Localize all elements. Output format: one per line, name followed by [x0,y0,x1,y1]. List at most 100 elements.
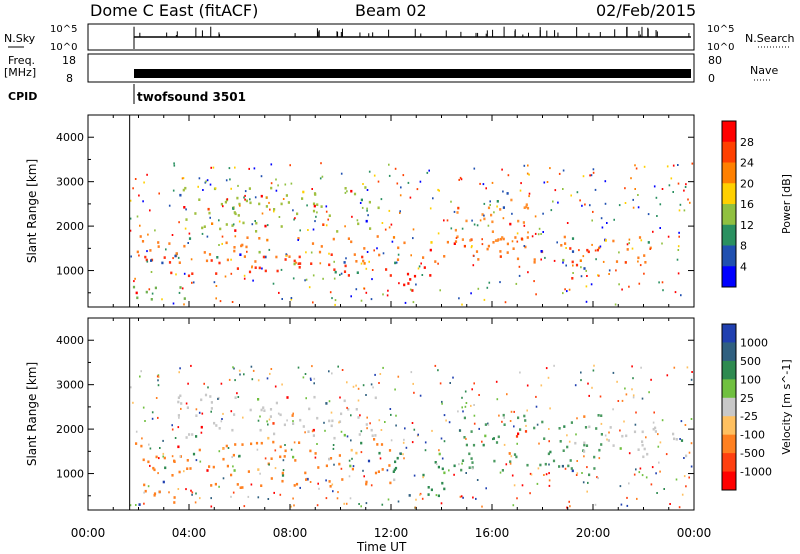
heatmap-cell [220,382,223,385]
heatmap-cell [215,297,217,300]
heatmap-cell [290,297,293,299]
heatmap-cell [676,258,679,261]
heatmap-cell [536,423,539,426]
heatmap-cell [512,247,515,250]
heatmap-cell [243,255,246,258]
heatmap-cell [583,267,586,270]
heatmap-cell [346,190,348,193]
heatmap-cell [572,264,574,267]
heatmap-cell [299,229,301,232]
heatmap-cell [365,267,368,270]
heatmap-cell [264,269,267,273]
heatmap-cell [618,251,620,254]
heatmap-cell [366,416,368,419]
heatmap-cell [656,215,658,217]
heatmap-cell [437,188,439,191]
colorbar-tick-label: 8 [740,240,747,253]
heatmap-cell [232,207,234,210]
heatmap-cell [351,467,354,471]
heatmap-cell [226,198,229,201]
heatmap-cell [382,366,384,369]
heatmap-cell [364,186,367,189]
heatmap-cell [468,452,471,456]
heatmap-cell [360,430,363,433]
heatmap-cell [333,268,336,271]
heatmap-cell [648,391,650,394]
heatmap-cell [677,245,680,248]
heatmap-cell [438,449,440,452]
heatmap-cell [493,459,496,463]
heatmap-cell [292,497,294,500]
heatmap-cell [461,462,463,465]
heatmap-cell [243,274,246,277]
heatmap-cell [278,216,281,218]
heatmap-cell [355,260,358,263]
heatmap-cell [350,448,353,452]
heatmap-cell [583,441,586,445]
heatmap-cell [513,410,515,413]
heatmap-cell [402,453,404,456]
heatmap-cell [138,254,140,257]
heatmap-cell [147,485,150,488]
heatmap-cell [279,445,282,449]
heatmap-cell [471,388,473,391]
heatmap-cell [234,166,236,169]
heatmap-cell [476,479,479,481]
heatmap-cell [618,283,620,286]
heatmap-cell [178,470,181,474]
heatmap-cell [516,257,520,261]
heatmap-cell [523,206,526,209]
heatmap-cell [619,429,621,432]
heatmap-cell [678,209,681,212]
heatmap-cell [334,270,337,274]
heatmap-cell [343,261,346,264]
heatmap-cell [305,278,308,281]
colorbar-tick-label: -1000 [740,466,772,479]
heatmap-cell [226,464,229,468]
heatmap-cell [376,443,379,446]
heatmap-cell [236,267,239,270]
heatmap-cell [560,244,563,247]
heatmap-cell [564,467,567,470]
heatmap-cell [540,384,543,387]
heatmap-cell [410,254,412,257]
heatmap-cell [677,249,680,251]
heatmap-cell [624,387,626,390]
heatmap-cell [655,472,657,475]
heatmap-cell [485,487,487,490]
heatmap-cell [360,505,362,508]
heatmap-cell [250,365,253,368]
heatmap-cell [362,259,365,263]
heatmap-cell [290,298,293,301]
heatmap-cell [470,292,472,295]
heatmap-cell [596,248,599,252]
heatmap-cell [567,464,570,468]
heatmap-cell [453,473,455,476]
heatmap-cell [578,249,580,252]
heatmap-cell [340,272,343,275]
heatmap-cell [266,238,269,242]
heatmap-cell [575,474,578,476]
heatmap-cell [345,257,347,260]
heatmap-cell [292,277,295,280]
heatmap-cell [135,442,138,445]
y-axis-label: Slant Range [km] [25,362,39,466]
heatmap-cell [526,172,529,175]
heatmap-cell [625,393,628,396]
heatmap-cell [258,266,261,270]
heatmap-cell [397,500,400,503]
heatmap-cell [527,271,529,274]
heatmap-cell [484,423,487,426]
heatmap-cell [586,466,588,469]
heatmap-cell [608,273,610,275]
heatmap-cell [143,181,145,184]
heatmap-cell [523,224,526,227]
heatmap-cell [428,169,430,172]
heatmap-cell [410,371,413,374]
heatmap-cell [378,382,380,384]
heatmap-cell [210,505,213,508]
heatmap-cell [583,455,585,458]
heatmap-cell [368,170,371,173]
heatmap-cell [304,279,306,282]
